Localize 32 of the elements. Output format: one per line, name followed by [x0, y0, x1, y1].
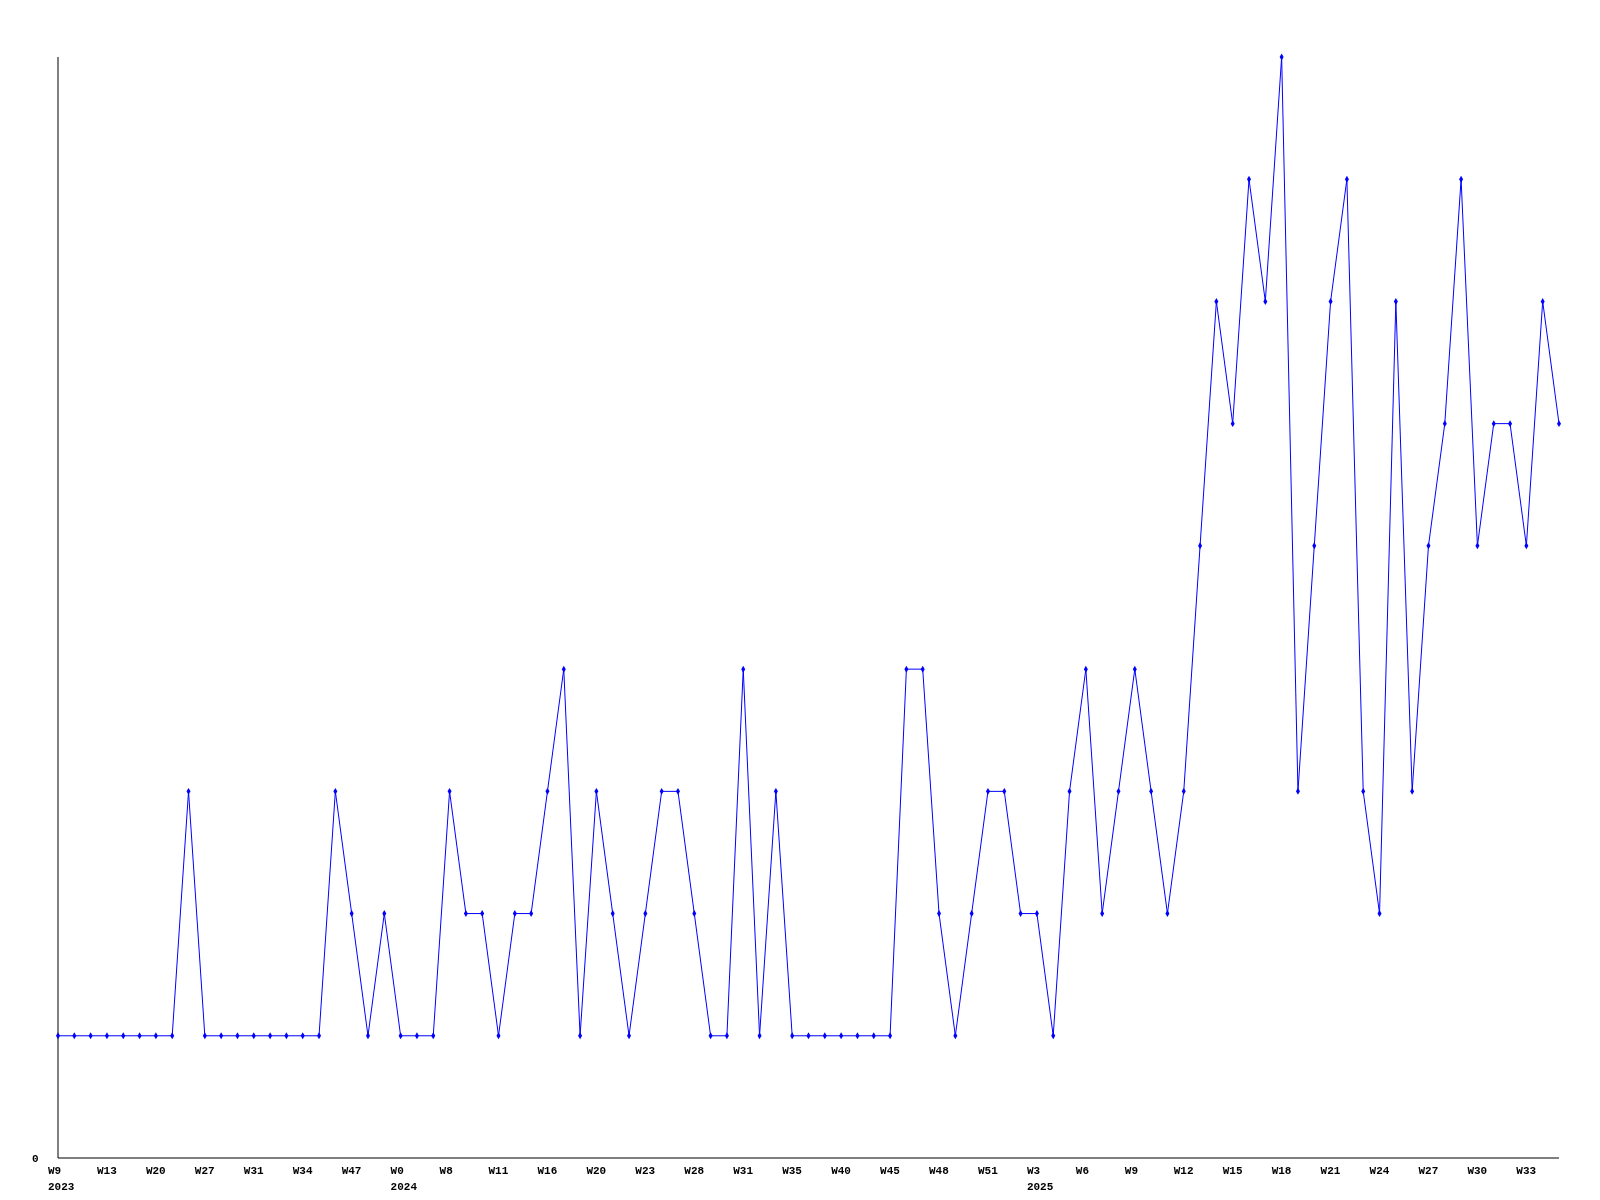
x-tick-label: W20 [586, 1165, 607, 1177]
x-tick-label: W8 [439, 1165, 454, 1177]
x-tick-label: W23 [635, 1165, 656, 1177]
x-tick-label: W3 2025 [1026, 1165, 1054, 1193]
x-tick-label: W18 [1271, 1165, 1292, 1177]
x-tick-label: W31 [733, 1165, 754, 1177]
x-tick-label: W30 [1467, 1165, 1488, 1177]
x-tick-label: W16 [537, 1165, 558, 1177]
x-tick-label: W27 [1418, 1165, 1439, 1177]
x-tick-label: W9 [1124, 1165, 1139, 1177]
x-tick-label: W47 [341, 1165, 362, 1177]
x-tick-label: W21 [1320, 1165, 1341, 1177]
x-tick-label: W35 [782, 1165, 803, 1177]
x-tick-label: W51 [977, 1165, 999, 1177]
text: 0 [32, 1153, 39, 1165]
x-tick-label: W11 [488, 1165, 509, 1177]
x-tick-label: W31 [243, 1165, 264, 1177]
x-tick-label: W27 [194, 1165, 215, 1177]
x-tick-label: W12 [1173, 1165, 1194, 1177]
x-tick-label: W45 [880, 1165, 901, 1177]
x-tick-label: W0 2024 [390, 1165, 418, 1193]
x-tick-label: W6 [1075, 1165, 1090, 1177]
x-tick-label: W15 [1222, 1165, 1243, 1177]
x-tick-label: W24 [1369, 1165, 1390, 1177]
x-tick-label: W48 [929, 1165, 950, 1177]
x-tick-label: W34 [292, 1165, 313, 1177]
x-tick-label: W9 2023 [48, 1165, 75, 1193]
x-tick-label: W33 [1516, 1165, 1537, 1177]
x-tick-label: W40 [831, 1165, 851, 1177]
x-tick-label: W13 [96, 1165, 118, 1177]
x-tick-label: W28 [684, 1165, 705, 1177]
x-tick-label: W20 [145, 1165, 166, 1177]
